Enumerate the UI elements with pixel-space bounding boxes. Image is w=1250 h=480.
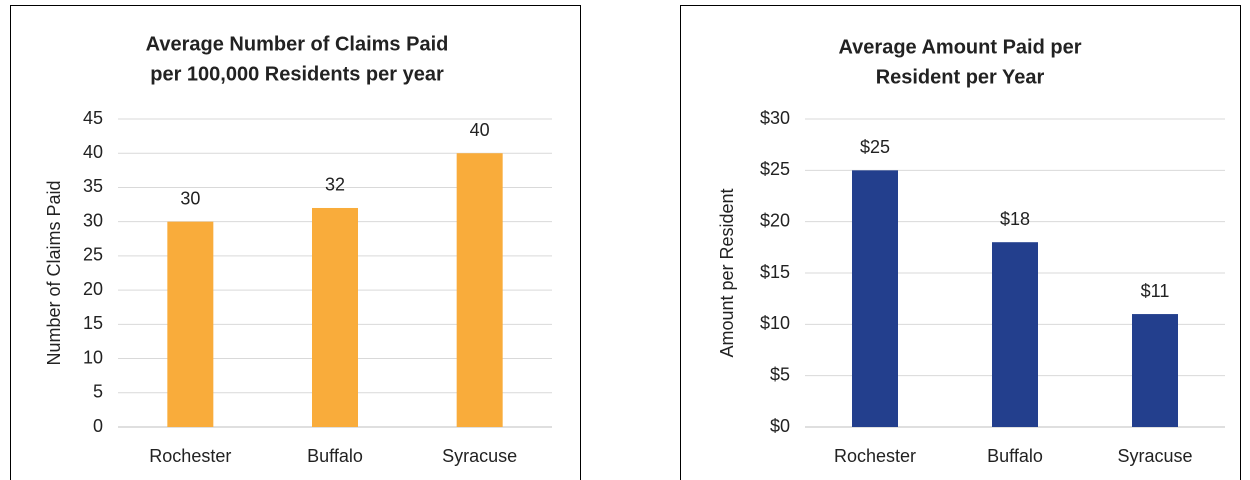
y-tick-label: 5 (93, 382, 103, 402)
y-tick-label: $20 (760, 210, 790, 230)
data-label: 32 (325, 175, 345, 195)
y-tick-label: 20 (83, 279, 103, 299)
chart-border (10, 5, 581, 480)
y-tick-label: 10 (83, 347, 103, 367)
y-tick-label: $10 (760, 313, 790, 333)
x-tick-label: Buffalo (987, 446, 1043, 466)
x-tick-label: Buffalo (307, 446, 363, 466)
bar (1132, 314, 1178, 427)
y-axis-label: Number of Claims Paid (44, 180, 64, 365)
chart-title: Resident per Year (876, 66, 1045, 88)
x-tick-label: Syracuse (442, 446, 517, 466)
chart-border (680, 5, 1241, 480)
x-tick-label: Syracuse (1117, 446, 1192, 466)
y-axis-label: Amount per Resident (717, 188, 737, 357)
data-label: 40 (470, 120, 490, 140)
bar (312, 207, 358, 427)
y-tick-label: 30 (83, 210, 103, 230)
bar (852, 170, 898, 428)
x-tick-label: Rochester (149, 446, 231, 466)
y-tick-label: 25 (83, 245, 103, 265)
y-tick-label: 15 (83, 313, 103, 333)
y-tick-label: $0 (770, 416, 790, 436)
y-tick-label: $5 (770, 364, 790, 384)
y-tick-label: 35 (83, 176, 103, 196)
x-tick-label: Rochester (834, 446, 916, 466)
y-tick-label: 0 (93, 416, 103, 436)
y-tick-label: 40 (83, 142, 103, 162)
data-label: $11 (1141, 281, 1170, 301)
bar (456, 153, 503, 427)
chart-title: per 100,000 Residents per year (150, 63, 444, 85)
data-label: $18 (1000, 209, 1030, 229)
bar (992, 242, 1038, 427)
y-tick-label: $25 (760, 159, 790, 179)
data-label: $25 (860, 137, 890, 157)
data-label: 30 (180, 188, 200, 208)
y-tick-label: 45 (83, 108, 103, 128)
chart-title: Average Number of Claims Paid (146, 33, 449, 55)
y-tick-label: $15 (760, 262, 790, 282)
bar (167, 221, 214, 427)
chart-title: Average Amount Paid per (838, 36, 1081, 58)
y-tick-label: $30 (760, 108, 790, 128)
